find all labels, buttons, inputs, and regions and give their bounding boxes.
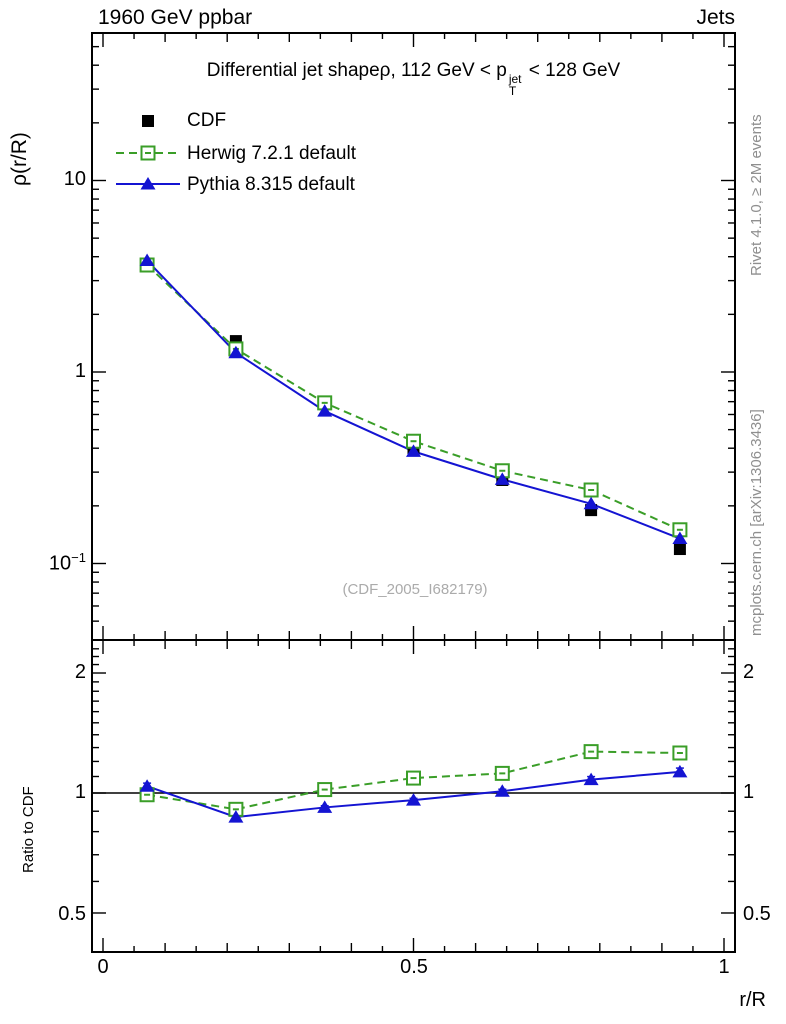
ratio-ytick-05-left: 0.5	[58, 903, 86, 925]
ratio-marker	[583, 772, 599, 786]
x-axis-label: r/R	[739, 989, 766, 1011]
legend-marker	[142, 115, 154, 127]
ratio-marker	[672, 764, 688, 778]
main-marker-inner-dash	[499, 469, 506, 472]
pt-jet-subscript: jet T	[509, 73, 522, 97]
legend-marker-inner-dash	[145, 152, 151, 154]
rivet-version-note: Rivet 4.1.0, ≥ 2M events	[748, 114, 765, 276]
main-curve	[146, 264, 681, 531]
ratio-ytick-2-right: 2	[743, 661, 755, 683]
xtick-0: 0	[97, 956, 109, 978]
main-ytick-0p1-base: 10	[48, 552, 72, 575]
main-marker	[672, 531, 688, 545]
main-marker-inner-dash	[588, 488, 595, 491]
plot-title: Differential jet shapeρ, 112 GeV < p jet T…	[92, 60, 735, 97]
ratio-marker-inner-dash	[232, 808, 239, 811]
ratio-marker-inner-dash	[676, 751, 683, 754]
plot-title-prefix: Differential jet shapeρ, 112 GeV < p	[206, 60, 507, 81]
main-marker	[317, 404, 333, 417]
ratio-ytick-05-right: 0.5	[743, 903, 771, 925]
main-marker-inner-dash	[410, 440, 417, 443]
main-marker	[585, 504, 598, 517]
main-marker	[673, 543, 686, 556]
legend-marker	[140, 177, 156, 190]
ratio-marker-inner-dash	[410, 777, 417, 780]
analysis-group-label: Jets	[696, 6, 735, 29]
ratio-marker-inner-dash	[499, 772, 506, 775]
xtick-1: 1	[718, 956, 730, 978]
ratio-ytick-1-right: 1	[743, 781, 755, 803]
legend-label-pythia: Pythia 8.315 default	[187, 174, 355, 195]
plot-title-suffix: < 128 GeV	[523, 60, 621, 81]
beam-label: 1960 GeV ppbar	[98, 6, 253, 29]
main-marker	[494, 472, 510, 485]
ratio-marker	[494, 784, 510, 797]
main-marker	[228, 345, 244, 359]
analysis-id-watermark: (CDF_2005_I682179)	[342, 581, 488, 598]
main-marker-inner-dash	[321, 401, 328, 404]
ratio-marker	[139, 779, 155, 792]
main-curve	[146, 259, 681, 540]
ratio-marker-inner-dash	[321, 788, 328, 791]
main-ytick-10: 10	[63, 168, 86, 190]
main-marker	[406, 444, 421, 457]
ratio-marker	[317, 800, 333, 813]
main-marker	[139, 253, 155, 267]
plot-title-sup: jet	[508, 72, 522, 86]
xtick-05: 0.5	[400, 956, 428, 978]
ratio-marker	[228, 810, 244, 823]
ratio-marker	[406, 793, 421, 806]
ratio-ytick-2-left: 2	[74, 661, 86, 683]
main-ytick-0p1-exp: −1	[71, 550, 86, 565]
main-ytick-1: 1	[74, 360, 86, 382]
ratio-marker-inner-dash	[588, 750, 595, 753]
legend-label-cdf: CDF	[187, 110, 227, 131]
plot-title-sub: T	[508, 84, 517, 98]
main-ytick-0p1: 10−1	[22, 550, 86, 576]
mcplots-arxiv-note: mcplots.cern.ch [arXiv:1306.3436]	[748, 409, 765, 636]
main-marker	[583, 496, 599, 510]
legend-label-herwig: Herwig 7.2.1 default	[187, 143, 356, 164]
main-marker-inner-dash	[676, 528, 683, 531]
ratio-y-axis-label: Ratio to CDF	[20, 786, 37, 873]
ratio-marker-inner-dash	[144, 793, 151, 796]
main-y-axis-label: ρ(r/R)	[8, 132, 31, 186]
ratio-ytick-1-left: 1	[74, 781, 86, 803]
